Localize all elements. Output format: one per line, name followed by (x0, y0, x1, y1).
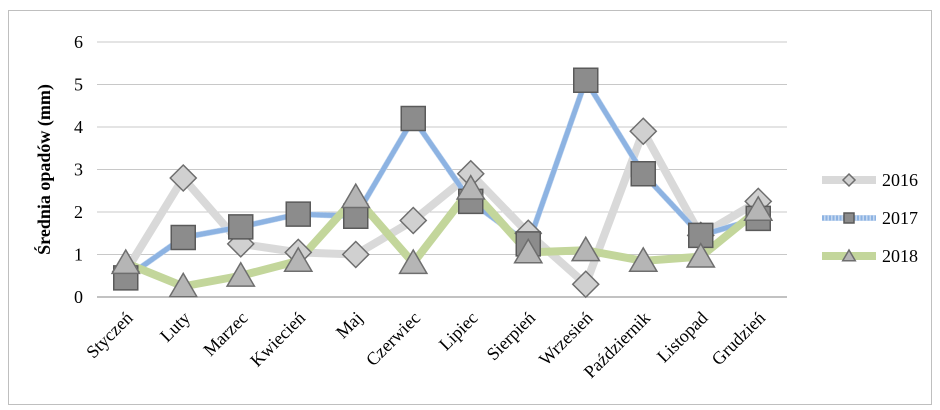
series-2017-line (123, 77, 761, 281)
legend-2018-label: 2018 (882, 246, 918, 266)
y-axis-title: Średnia opadów (mm) (33, 84, 55, 255)
legend-2016-label: 2016 (882, 170, 918, 190)
y-tick-label: 0 (74, 287, 83, 307)
series-2017-line-bg (124, 77, 760, 281)
y-tick-label: 6 (74, 32, 83, 52)
series-2018-point (455, 174, 486, 200)
legend-2018-marker (841, 248, 857, 262)
x-tick-label: Czerwiec (362, 308, 424, 370)
series-2016-point (571, 270, 600, 299)
legend-2016-marker (841, 172, 857, 188)
series-2017-point (170, 224, 196, 251)
y-tick-label: 2 (74, 202, 83, 222)
series-2018-point (398, 248, 429, 275)
series-2018-point (743, 195, 774, 222)
series-2017-point (400, 105, 426, 132)
y-tick-label: 1 (74, 245, 83, 265)
x-tick-label: Listopad (653, 308, 712, 367)
x-tick-label: Sierpień (483, 308, 540, 365)
series-2018-point (570, 235, 601, 262)
series-2018-point (283, 246, 314, 273)
series-2017-point (285, 201, 311, 227)
x-tick-label: Marzec (199, 308, 251, 360)
series-2017-point (228, 214, 254, 240)
series-2016-point (341, 240, 370, 269)
series-2018-point (225, 261, 256, 287)
x-tick-label: Styczeń (82, 308, 136, 362)
x-tick-label: Kwiecień (246, 308, 309, 371)
x-tick-label: Lipiec (435, 308, 482, 355)
series-2018-point (168, 271, 199, 298)
series-2018-point (628, 246, 659, 273)
y-tick-label: 5 (74, 75, 83, 95)
series-2018-point (685, 242, 716, 268)
legend-2017-marker (843, 212, 855, 224)
series-2018-point (110, 248, 141, 275)
x-tick-label: Luty (156, 308, 194, 346)
series-2018-point (513, 237, 544, 264)
series-2017-point (630, 161, 656, 187)
series-2018-point (340, 182, 371, 209)
series-2018-line (121, 184, 763, 291)
y-tick-label: 3 (74, 160, 83, 180)
x-tick-label: Grudzień (708, 308, 770, 370)
y-tick-label: 4 (74, 117, 83, 137)
x-tick-label: Maj (332, 308, 367, 343)
legend-2017-label: 2017 (882, 208, 918, 228)
series-2016-point (399, 206, 428, 235)
series-2016-point (169, 163, 198, 193)
series-2016-point (629, 117, 658, 146)
series-2017-point (573, 67, 599, 93)
